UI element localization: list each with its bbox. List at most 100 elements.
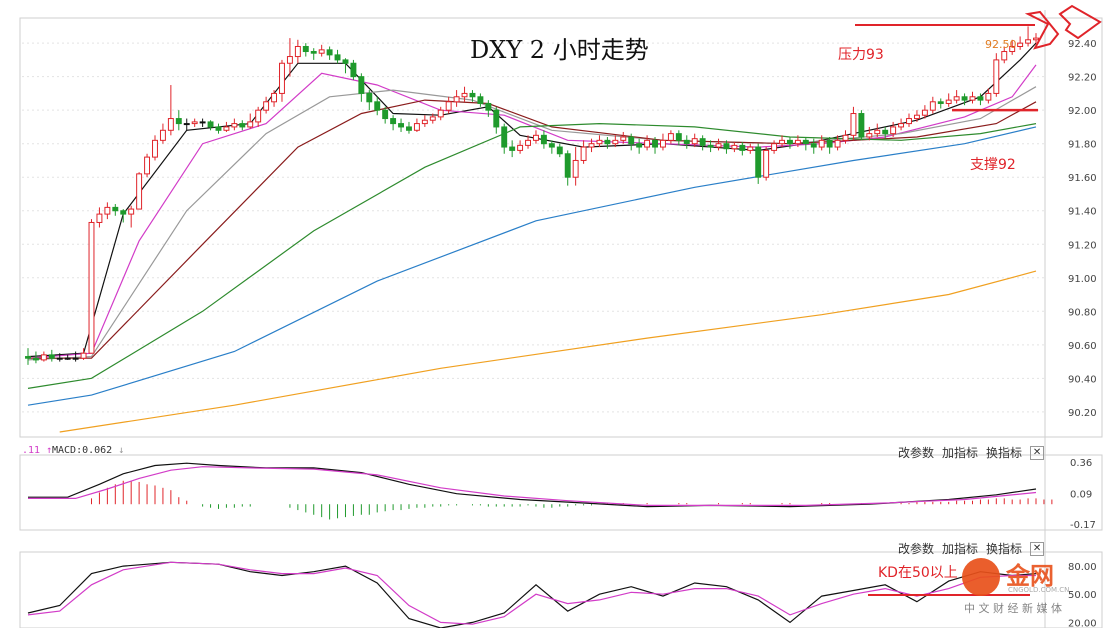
candle-body — [88, 221, 95, 354]
macd-line-1 — [28, 462, 1037, 508]
candle-body — [326, 49, 333, 56]
y-tick-label: 91.40 — [1068, 207, 1097, 218]
candle-body — [159, 129, 166, 141]
candle-body — [691, 138, 698, 145]
close-button[interactable]: ✕ — [1030, 541, 1045, 556]
change-params-button[interactable]: 改参数 — [898, 542, 935, 556]
watermark-sub: 中 文 财 经 新 媒 体 — [964, 602, 1062, 615]
candle-body — [977, 96, 984, 101]
candle-body — [382, 109, 389, 120]
candle-body — [128, 208, 135, 215]
switch-indicator-button[interactable]: 换指标 — [986, 446, 1023, 460]
candle-body — [183, 123, 190, 126]
y-tick-label: 90.80 — [1068, 307, 1097, 318]
candle-body — [540, 134, 547, 145]
candle-body — [350, 62, 357, 78]
y-tick-label: 92.00 — [1068, 106, 1097, 117]
add-indicator-button[interactable]: 加指标 — [942, 542, 979, 556]
watermark-logo-icon — [962, 558, 1000, 596]
candle-body — [390, 118, 397, 125]
candle-body — [413, 123, 420, 131]
macd-y-tick-label: 0.09 — [1070, 490, 1092, 501]
candle-body — [398, 123, 404, 128]
add-indicator-button[interactable]: 加指标 — [942, 446, 979, 460]
kd-annotation: KD在50以上 — [878, 565, 958, 581]
candle-body — [715, 143, 722, 148]
candle-body — [429, 116, 436, 121]
resistance-arrow-icon — [1024, 10, 1060, 50]
macd-toolbar: 改参数 加指标 换指标 ✕ — [898, 444, 1045, 461]
candle-body — [707, 144, 714, 148]
down-arrow-icon: ↓ — [112, 445, 125, 456]
candle-body — [937, 101, 944, 104]
forward-arrow-icon — [1058, 4, 1102, 40]
candle-body — [223, 126, 230, 131]
candle-body — [652, 139, 658, 148]
candle-body — [739, 144, 746, 151]
kd-toolbar: 改参数 加指标 换指标 ✕ — [898, 540, 1045, 557]
candle-body — [247, 121, 254, 128]
candle-body — [747, 146, 754, 151]
candle-body — [271, 92, 278, 103]
y-tick-label: 90.20 — [1068, 408, 1097, 419]
macd-prefix: .11 ↑ — [22, 445, 53, 456]
close-button[interactable]: ✕ — [1030, 445, 1045, 460]
candle-body — [1025, 39, 1032, 44]
candle-body — [786, 139, 793, 145]
candle-body — [699, 138, 706, 146]
ma-line-6 — [27, 126, 1037, 406]
candle-body — [667, 133, 674, 141]
macd-label: MACD:0.062 ↓ — [52, 445, 125, 456]
candle-body — [406, 126, 412, 131]
candle-body — [517, 144, 524, 151]
up-arrow-icon: ↑ — [40, 445, 53, 456]
candle-body — [556, 146, 563, 155]
candle-body — [644, 139, 651, 148]
candle-body — [32, 357, 39, 361]
candle-body — [675, 133, 682, 141]
candle-body — [969, 96, 976, 101]
candle-body — [199, 121, 206, 124]
candle-body — [485, 102, 492, 111]
kd-y-tick-label: 50.00 — [1068, 590, 1097, 601]
candle-body — [628, 136, 635, 145]
candle-body — [802, 139, 809, 145]
candle-body — [136, 173, 143, 210]
candle-body — [279, 62, 285, 94]
candle-body — [945, 99, 952, 104]
candle-body — [421, 119, 428, 125]
candle-body — [72, 357, 79, 360]
last-price-label: 92.50 — [985, 38, 1017, 51]
candle-body — [660, 139, 666, 148]
candle-body — [358, 76, 365, 94]
candle-body — [342, 59, 349, 64]
candle-body — [104, 206, 111, 215]
candle-body — [755, 146, 762, 178]
candle-body — [1001, 51, 1008, 61]
candle-body — [953, 96, 960, 101]
switch-indicator-button[interactable]: 换指标 — [986, 542, 1023, 556]
candle-body — [731, 144, 738, 150]
kd-line-2 — [27, 561, 1036, 625]
candle-body — [40, 354, 47, 361]
candle-body — [850, 113, 857, 136]
candle-body — [723, 143, 730, 150]
candle-body — [810, 143, 817, 148]
candle-body — [152, 139, 158, 158]
candle-body — [564, 153, 571, 178]
ma-line-4 — [28, 99, 1037, 359]
candle-body — [826, 139, 833, 148]
candle-body — [334, 54, 341, 61]
candle-body — [906, 118, 912, 125]
candle-body — [1017, 42, 1024, 47]
candle-body — [453, 96, 460, 103]
candle-body — [112, 206, 119, 212]
candle-body — [469, 92, 476, 98]
candle-body — [493, 109, 500, 128]
candle-body — [167, 118, 174, 131]
candle-body — [572, 159, 579, 178]
y-tick-label: 90.60 — [1068, 341, 1097, 352]
change-params-button[interactable]: 改参数 — [898, 446, 935, 460]
